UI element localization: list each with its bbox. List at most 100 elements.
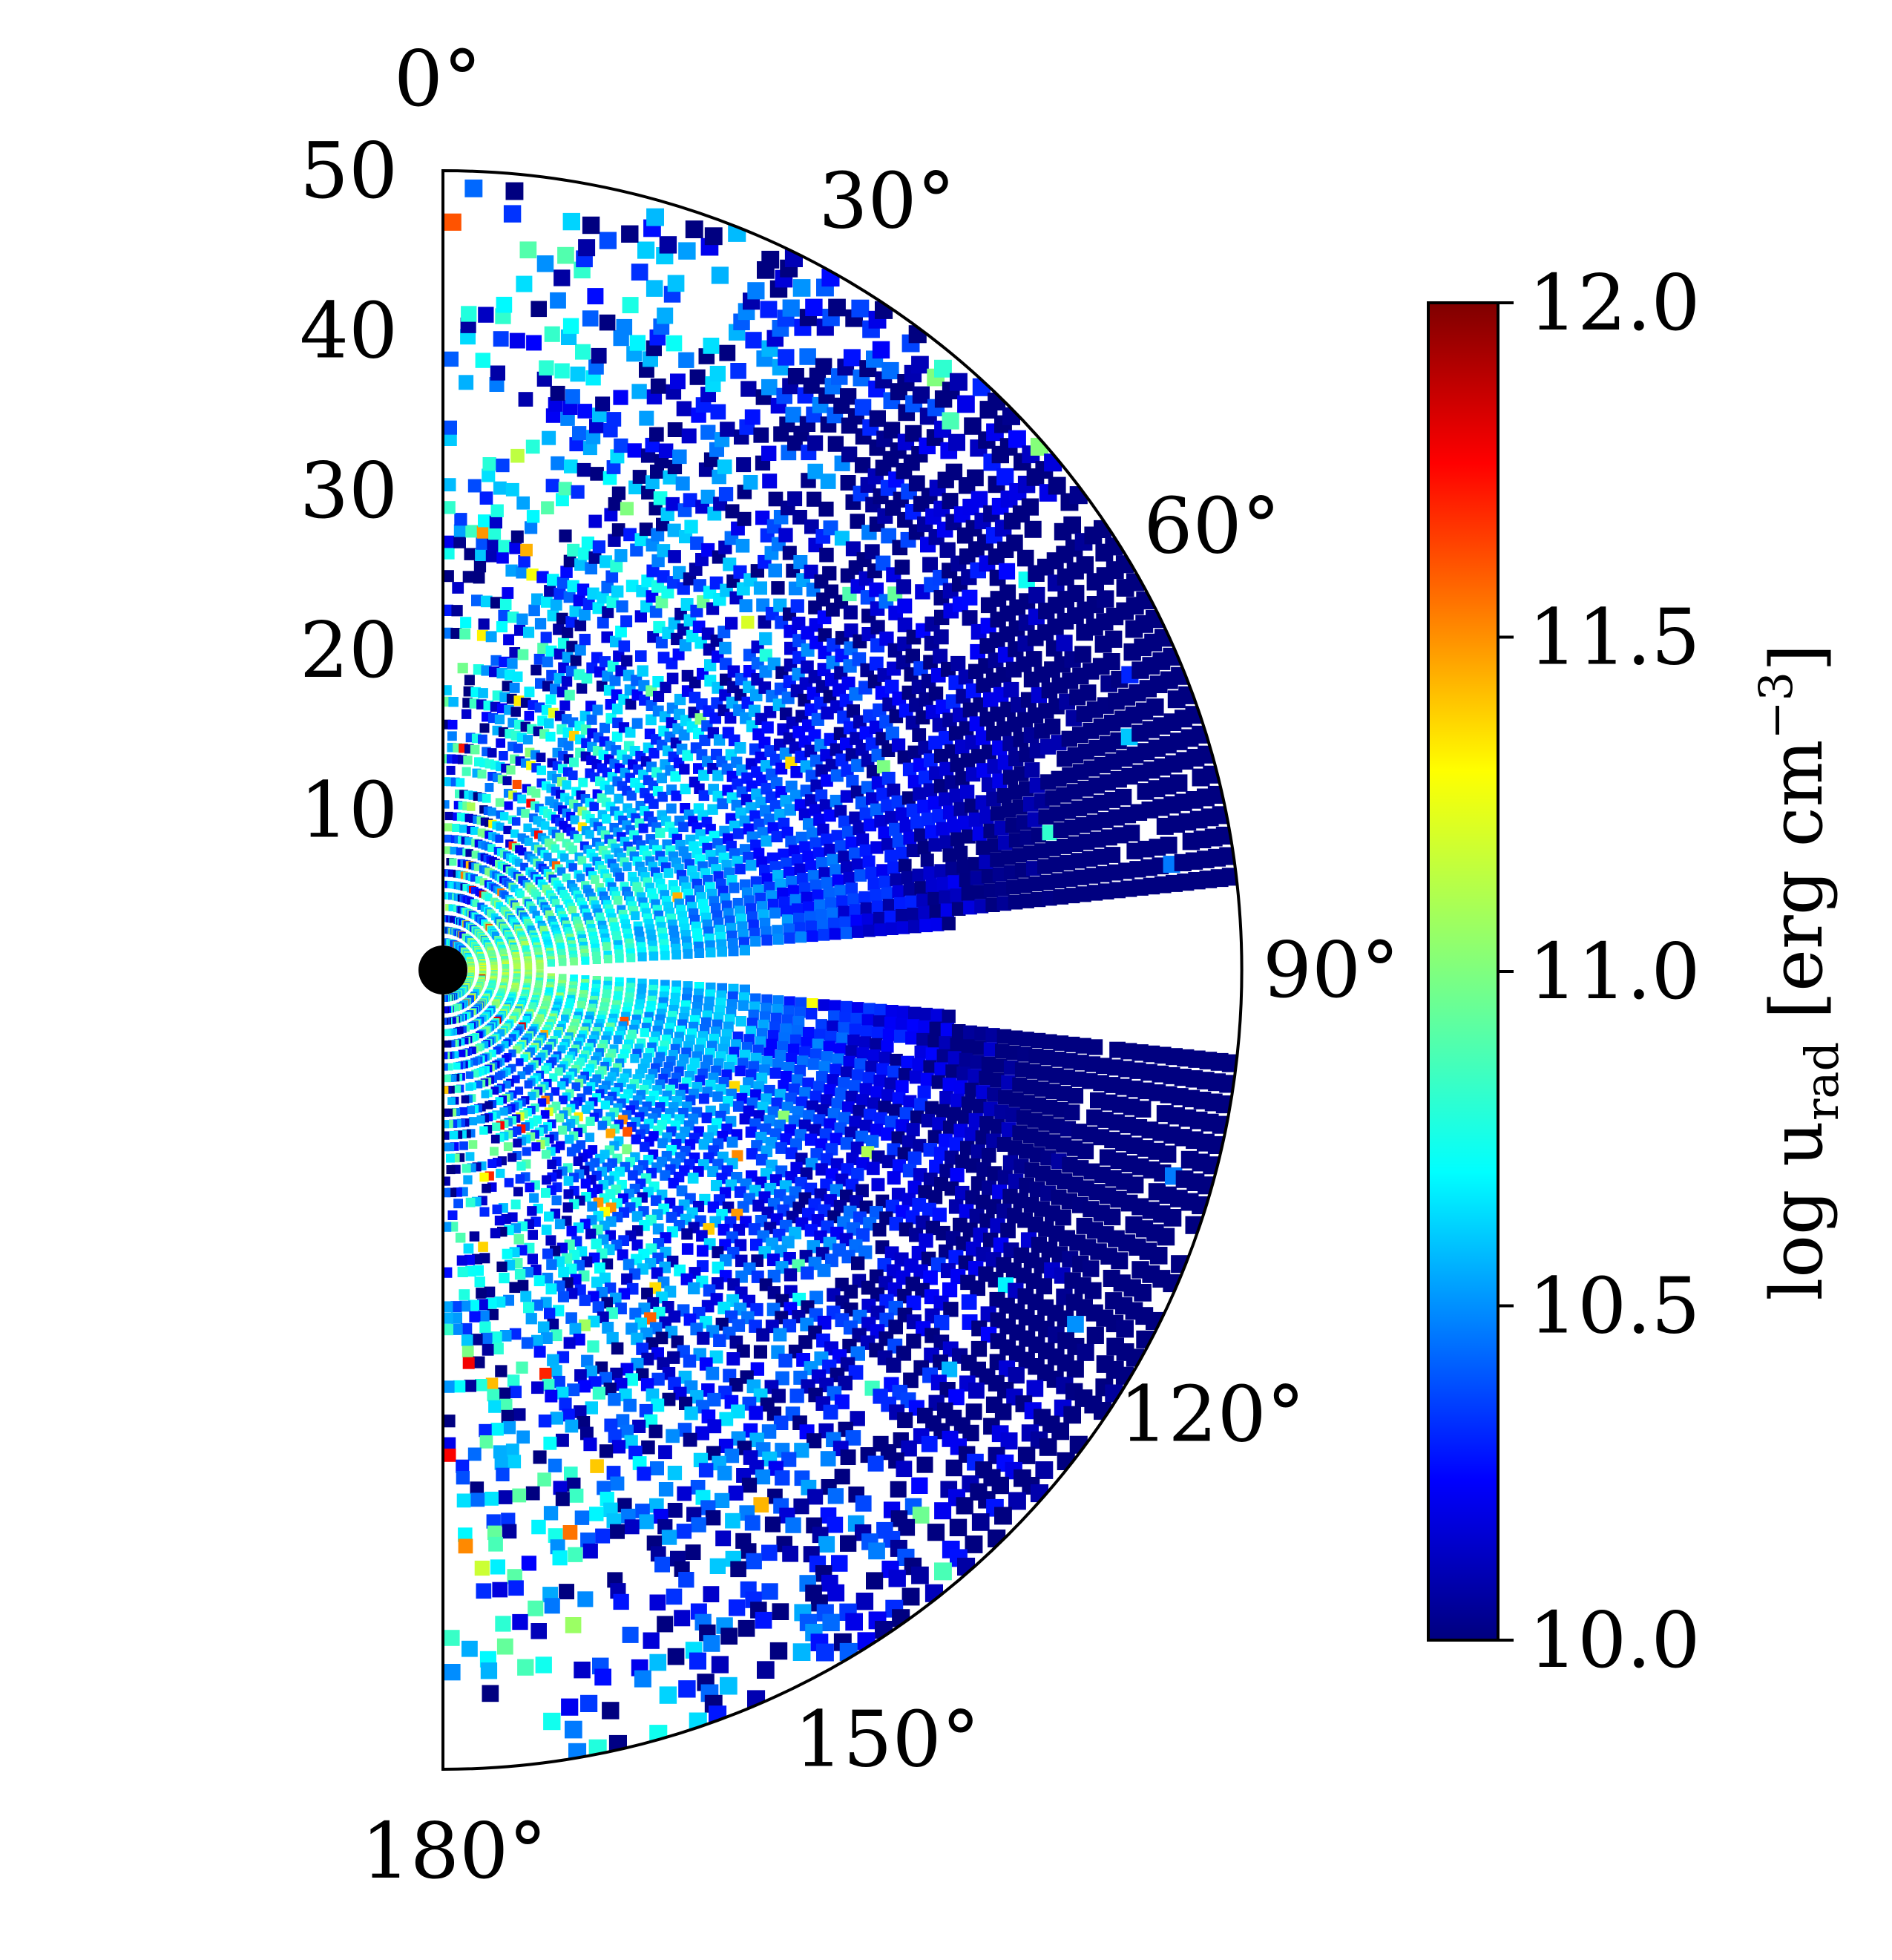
heatmap-cell: [761, 934, 772, 946]
heatmap-cell: [479, 1423, 492, 1438]
heatmap-cell: [471, 850, 480, 859]
heatmap-cell: [613, 896, 623, 905]
heatmap-cell: [719, 1412, 734, 1426]
heatmap-cell: [446, 1165, 456, 1175]
heatmap-cell: [585, 830, 594, 839]
heatmap-cell: [838, 1022, 850, 1035]
heatmap-cell: [920, 853, 934, 868]
heatmap-cell: [521, 809, 530, 818]
heatmap-cell: [807, 435, 824, 451]
heatmap-cell: [544, 326, 560, 342]
heatmap-cell: [524, 1080, 533, 1089]
heatmap-cell: [608, 1013, 618, 1023]
heatmap-cell: [541, 1150, 551, 1159]
heatmap-cell: [453, 801, 463, 810]
heatmap-cell: [443, 1074, 451, 1083]
heatmap-cell: [870, 841, 884, 854]
heatmap-cell: [485, 631, 497, 643]
heatmap-cell: [905, 1031, 919, 1045]
heatmap-cell: [603, 980, 612, 990]
heatmap-cell: [894, 560, 910, 575]
heatmap-cell: [894, 897, 907, 911]
heatmap-cell: [490, 1134, 500, 1144]
heatmap-cell: [829, 928, 841, 940]
heatmap-cell: [475, 1043, 483, 1052]
heatmap-cell: [667, 1466, 683, 1481]
heatmap-cell: [657, 1138, 668, 1149]
heatmap-cell: [574, 558, 587, 571]
heatmap-cell: [591, 347, 607, 364]
heatmap-cell: [602, 814, 611, 824]
heatmap-cell: [487, 844, 496, 852]
heatmap-cell: [591, 1238, 602, 1250]
heatmap-cell: [606, 412, 622, 427]
heatmap-cell: [447, 1097, 456, 1105]
heatmap-cell: [728, 1485, 743, 1501]
heatmap-cell: [474, 1276, 485, 1288]
heatmap-cell: [886, 1357, 901, 1373]
heatmap-cell: [676, 401, 692, 416]
heatmap-cell: [487, 748, 497, 758]
heatmap-cell: [488, 527, 502, 540]
heatmap-cell: [907, 1151, 922, 1165]
heatmap-cell: [625, 983, 635, 992]
heatmap-cell: [537, 1472, 551, 1487]
heatmap-cell: [545, 1283, 557, 1295]
heatmap-cell: [852, 1002, 864, 1015]
heatmap-cell: [550, 385, 565, 401]
heatmap-cell: [545, 732, 556, 742]
heatmap-cell: [631, 1134, 641, 1144]
heatmap-cell: [521, 1337, 533, 1349]
heatmap-cell: [447, 1210, 458, 1220]
heatmap-cell: [581, 672, 593, 684]
heatmap-cell: [842, 826, 855, 839]
heatmap-cell: [513, 1233, 525, 1245]
heatmap-cell: [635, 650, 647, 662]
heatmap-cell: [739, 1113, 751, 1125]
heatmap-cell: [653, 491, 668, 505]
heatmap-cell: [604, 904, 614, 914]
heatmap-cell: [735, 539, 750, 553]
heatmap-cell: [744, 409, 761, 425]
heatmap-cell: [834, 885, 847, 897]
heatmap-cell: [453, 1199, 463, 1209]
heatmap-cell: [607, 1017, 617, 1027]
heatmap-cell: [651, 1398, 665, 1412]
heatmap-cell: [510, 1199, 521, 1210]
heatmap-cell: [756, 1328, 770, 1342]
heatmap-cell: [456, 1255, 467, 1266]
heatmap-cell: [545, 1235, 556, 1246]
heatmap-cell: [639, 410, 654, 426]
heatmap-cell: [496, 1168, 505, 1179]
heatmap-cell: [514, 859, 523, 867]
heatmap-cell: [490, 1559, 505, 1575]
heatmap-cell: [744, 1515, 761, 1531]
heatmap-cell: [569, 757, 579, 767]
heatmap-cell: [896, 909, 909, 922]
heatmap-cell: [563, 1189, 574, 1199]
heatmap-cell: [725, 1512, 740, 1529]
heatmap-cell: [842, 1101, 855, 1114]
heatmap-cell: [464, 790, 473, 799]
heatmap-cell: [510, 530, 524, 543]
heatmap-cell: [496, 738, 505, 748]
heatmap-cell: [458, 801, 467, 810]
heatmap-cell: [485, 550, 499, 563]
heatmap-cell: [481, 1040, 489, 1049]
heatmap-cell: [549, 1073, 558, 1082]
heatmap-cell: [516, 890, 525, 899]
heatmap-cell: [585, 1365, 597, 1378]
heatmap-cell: [587, 1201, 597, 1212]
heatmap-cell: [499, 751, 508, 761]
heatmap-cell: [536, 765, 546, 776]
heatmap-cell: [637, 1466, 651, 1481]
heatmap-cell: [818, 501, 834, 517]
heatmap-cell: [861, 913, 875, 926]
heatmap-cell: [492, 1582, 508, 1598]
heatmap-cell: [517, 794, 527, 804]
heatmap-cell: [928, 686, 944, 701]
heatmap-cell: [490, 1147, 499, 1156]
heatmap-cell: [443, 1437, 456, 1451]
heatmap-cell: [614, 438, 628, 453]
